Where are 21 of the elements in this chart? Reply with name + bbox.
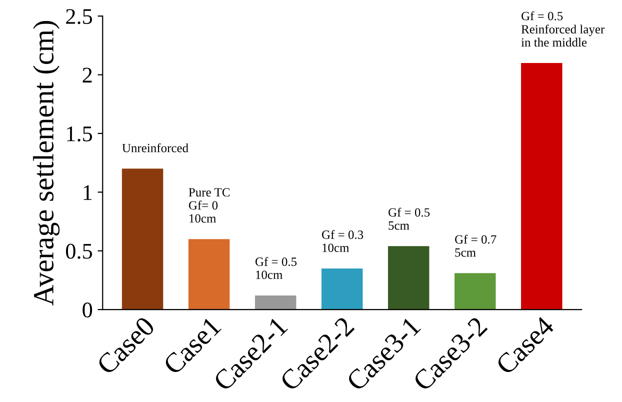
bar bbox=[454, 273, 496, 310]
y-tick-label: 0 bbox=[82, 302, 92, 318]
annotation: Gf = 0.5 Reinforced layer in the middle bbox=[521, 11, 605, 47]
bar bbox=[122, 168, 164, 310]
y-tick-label: 0.5 bbox=[66, 244, 92, 259]
annotation: Unreinforced bbox=[122, 143, 188, 152]
annotation: Gf = 0.5 10cm bbox=[255, 257, 297, 280]
y-tick-label: 1.5 bbox=[67, 126, 92, 142]
y-tick-label: 2.5 bbox=[66, 9, 92, 24]
bar bbox=[321, 268, 363, 310]
annotation: Gf = 0.3 10cm bbox=[322, 230, 364, 252]
y-axis-title: Average settlement (cm) bbox=[33, 21, 60, 306]
bar bbox=[521, 63, 562, 310]
y-tick-label: 1 bbox=[84, 185, 92, 200]
bar bbox=[254, 295, 296, 310]
annotation: Gf = 0.7 5cm bbox=[455, 234, 496, 257]
annotation: Gf = 0.5 5cm bbox=[388, 208, 430, 230]
annotation: Pure TC Gf= 0 10cm bbox=[188, 188, 230, 223]
y-tick-label: 2 bbox=[82, 68, 92, 82]
bar bbox=[188, 239, 230, 310]
bar bbox=[388, 246, 430, 310]
